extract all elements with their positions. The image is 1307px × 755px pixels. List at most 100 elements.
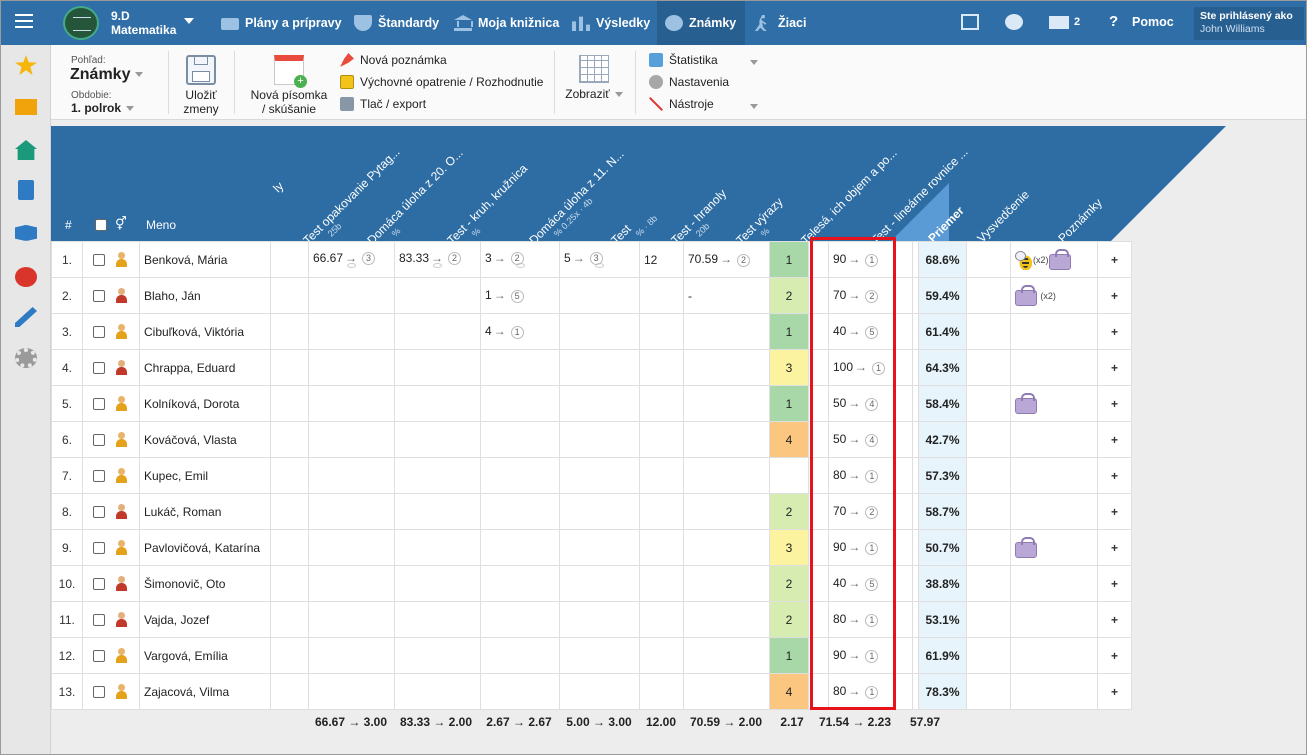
nav-library[interactable]: Moja knižnica — [446, 1, 567, 45]
grade-cell[interactable] — [559, 385, 640, 422]
grade-cell[interactable] — [308, 349, 395, 386]
grade-cell[interactable] — [639, 277, 684, 314]
notes-cell[interactable] — [1010, 421, 1098, 458]
grade-cell[interactable]: 4 — [769, 421, 809, 458]
grade-cell[interactable] — [683, 565, 770, 602]
report-cell[interactable] — [966, 313, 1011, 350]
row-checkbox[interactable] — [93, 361, 105, 374]
report-cell[interactable] — [966, 601, 1011, 638]
chevron-down-icon[interactable] — [184, 18, 194, 29]
user-box[interactable]: Ste prihlásený ako John Williams — [1194, 7, 1304, 40]
grade-cell[interactable]: 40 → 5 — [828, 313, 913, 350]
grade-cell[interactable] — [394, 457, 481, 494]
grade-cell[interactable]: 2 — [769, 565, 809, 602]
grade-cell[interactable] — [394, 385, 481, 422]
grade-cell[interactable]: 1 → 5 — [480, 277, 560, 314]
add-note-button[interactable]: + — [1097, 241, 1132, 278]
report-cell[interactable] — [966, 421, 1011, 458]
print-button[interactable]: Tlač / export — [340, 97, 426, 111]
grade-cell[interactable] — [480, 637, 560, 674]
row-checkbox[interactable] — [93, 541, 105, 554]
grade-cell[interactable] — [308, 493, 395, 530]
report-cell[interactable] — [966, 385, 1011, 422]
grade-cell[interactable] — [559, 529, 640, 566]
grade-cell[interactable] — [270, 673, 309, 710]
student-name[interactable]: Lukáč, Roman — [139, 493, 271, 530]
grade-cell[interactable]: 80 → 1 — [828, 601, 913, 638]
menu-icon[interactable] — [15, 14, 33, 28]
grade-cell[interactable]: 1 — [769, 637, 809, 674]
report-cell[interactable] — [966, 349, 1011, 386]
grade-cell[interactable] — [394, 493, 481, 530]
grade-cell[interactable] — [683, 421, 770, 458]
grade-cell[interactable] — [394, 637, 481, 674]
notes-cell[interactable]: (x2) — [1010, 277, 1098, 314]
grade-cell[interactable] — [480, 493, 560, 530]
row-checkbox[interactable] — [93, 577, 105, 590]
grade-cell[interactable] — [808, 637, 829, 674]
grade-cell[interactable] — [480, 421, 560, 458]
grade-cell[interactable]: - — [683, 277, 770, 314]
bag-icon[interactable] — [1015, 284, 1037, 306]
grade-cell[interactable] — [308, 421, 395, 458]
grade-cell[interactable] — [394, 421, 481, 458]
grade-cell[interactable] — [394, 529, 481, 566]
grade-cell[interactable] — [639, 601, 684, 638]
grade-cell[interactable]: 5 → 3 — [559, 241, 640, 278]
student-name[interactable]: Cibuľková, Viktória — [139, 313, 271, 350]
student-name[interactable]: Zajacová, Vilma — [139, 673, 271, 710]
grade-cell[interactable]: 90 → 1 — [828, 637, 913, 674]
row-checkbox[interactable] — [93, 613, 105, 626]
grade-cell[interactable]: 12 — [639, 241, 684, 278]
class-selector[interactable]: 9.D Matematika — [111, 9, 176, 37]
row-checkbox[interactable] — [93, 253, 105, 266]
row-checkbox[interactable] — [93, 649, 105, 662]
report-cell[interactable] — [966, 457, 1011, 494]
student-name[interactable]: Benková, Mária — [139, 241, 271, 278]
add-note-button[interactable]: + — [1097, 313, 1132, 350]
grade-cell[interactable] — [639, 313, 684, 350]
screen-icon[interactable] — [961, 14, 979, 30]
grade-cell[interactable] — [808, 313, 829, 350]
header-name[interactable]: Meno — [146, 218, 177, 232]
pencil-icon[interactable] — [15, 307, 37, 327]
grade-cell[interactable] — [683, 493, 770, 530]
grade-cell[interactable] — [480, 673, 560, 710]
nav-grades[interactable]: Známky — [657, 1, 745, 45]
grade-cell[interactable] — [394, 313, 481, 350]
grade-cell[interactable] — [559, 673, 640, 710]
notes-cell[interactable] — [1010, 565, 1098, 602]
report-cell[interactable] — [966, 493, 1011, 530]
grade-cell[interactable] — [683, 601, 770, 638]
grade-cell[interactable] — [394, 277, 481, 314]
grade-cell[interactable] — [270, 457, 309, 494]
notes-cell[interactable] — [1010, 529, 1098, 566]
add-note-button[interactable]: + — [1097, 277, 1132, 314]
grade-cell[interactable] — [270, 241, 309, 278]
report-cell[interactable] — [966, 241, 1011, 278]
book-icon[interactable] — [18, 180, 34, 200]
grade-cell[interactable]: 2 — [769, 493, 809, 530]
row-checkbox[interactable] — [93, 505, 105, 518]
grade-cell[interactable] — [308, 565, 395, 602]
grade-cell[interactable] — [270, 601, 309, 638]
grade-cell[interactable]: 1 — [769, 241, 809, 278]
grade-cell[interactable] — [639, 565, 684, 602]
grade-cell[interactable] — [308, 673, 395, 710]
grade-cell[interactable] — [308, 601, 395, 638]
grade-cell[interactable] — [808, 601, 829, 638]
help-icon[interactable]: ? — [1109, 13, 1119, 30]
grade-cell[interactable] — [683, 637, 770, 674]
class-logo[interactable] — [63, 6, 99, 40]
grade-cell[interactable]: 1 — [769, 313, 809, 350]
grade-cell[interactable]: 83.33 → 2 — [394, 241, 481, 278]
grade-cell[interactable]: 3 — [769, 349, 809, 386]
student-name[interactable]: Blaho, Ján — [139, 277, 271, 314]
grade-cell[interactable]: 50 → 4 — [828, 421, 913, 458]
notes-cell[interactable]: (x2) — [1010, 241, 1098, 278]
grade-cell[interactable]: 4 → 1 — [480, 313, 560, 350]
chevron-down-icon[interactable] — [750, 104, 758, 113]
grade-cell[interactable] — [394, 673, 481, 710]
grade-cell[interactable] — [639, 421, 684, 458]
grade-cell[interactable] — [480, 457, 560, 494]
